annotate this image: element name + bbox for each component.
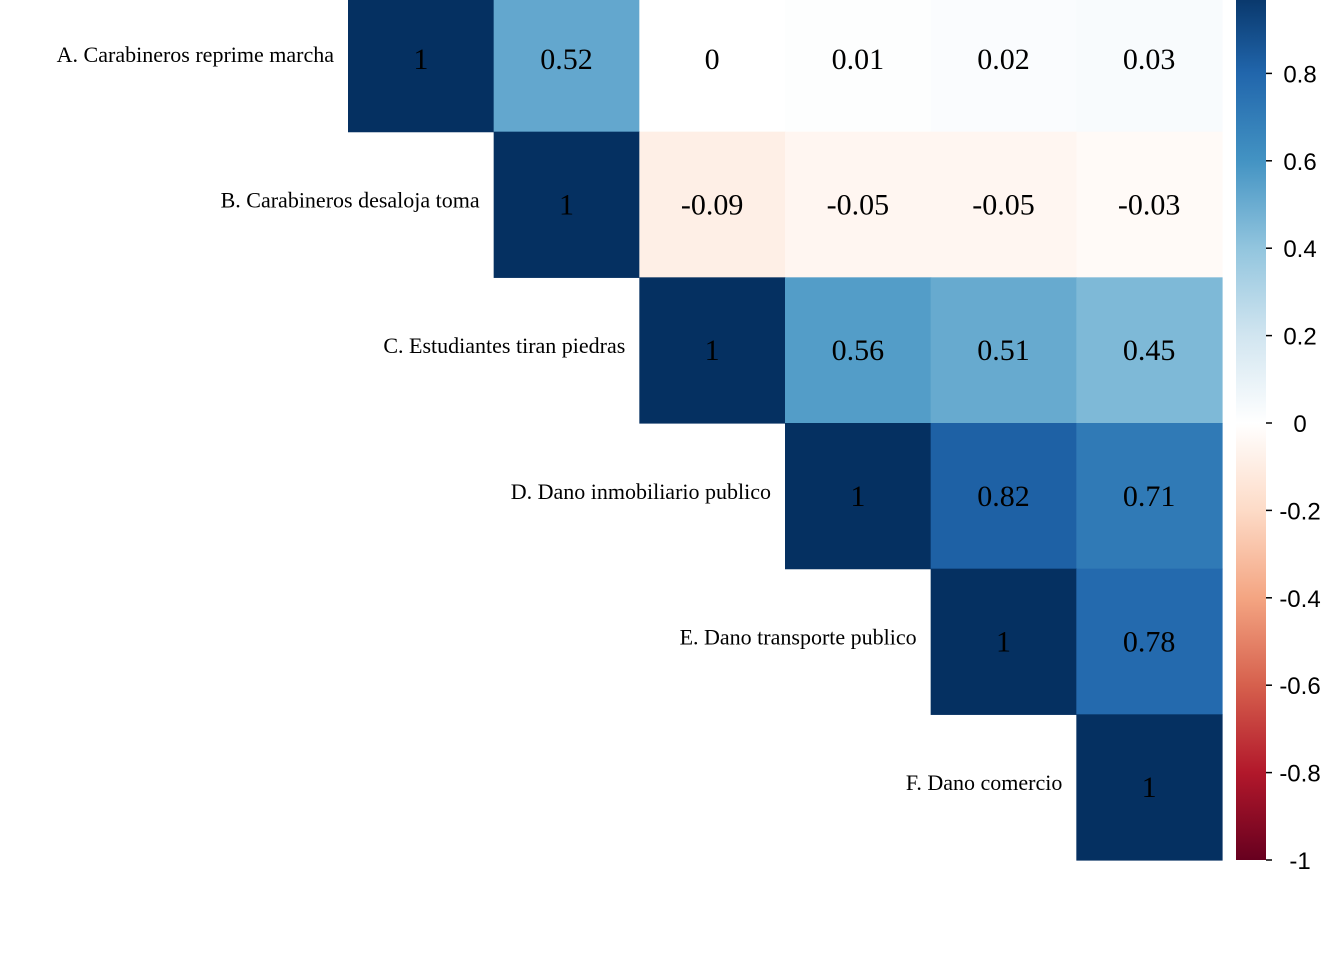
heatmap-cell-r2-c4 (930, 277, 1077, 424)
cell-value-r5-c5: 1 (1142, 771, 1157, 804)
cell-value-r0-c4: 0.02 (977, 43, 1030, 76)
cell-value-r1-c2: -0.09 (681, 189, 744, 222)
cell-value-r4-c5: 0.78 (1123, 626, 1176, 659)
heatmap-cell-r0-c1 (493, 0, 640, 133)
heatmap-cell-r3-c3 (785, 423, 932, 570)
cell-value-r1-c3: -0.05 (827, 189, 890, 222)
cell-value-r0-c5: 0.03 (1123, 43, 1176, 76)
cell-value-r0-c0: 1 (413, 43, 428, 76)
cell-value-r3-c5: 0.71 (1123, 480, 1176, 513)
heatmap-cell-r2-c2 (639, 277, 786, 424)
heatmap-cell-r0-c4 (930, 0, 1077, 133)
colorbar-tick-label-4: 0 (1293, 411, 1306, 438)
cell-value-r3-c3: 1 (850, 480, 865, 513)
cell-value-r2-c5: 0.45 (1123, 334, 1176, 367)
heatmap-cells: 1 0.52 0 0.01 0.02 0.03 1 -0.09 -0.05 -0.05 -0.03 1… (348, 0, 1223, 861)
colorbar-tick-label-0: 0.8 (1283, 61, 1316, 88)
heatmap-cell-r1-c2 (639, 131, 786, 278)
heatmap-cell-r1-c1 (493, 131, 640, 278)
colorbar-gradient (1236, 0, 1266, 860)
heatmap-cell-r0-c2 (639, 0, 786, 133)
cell-value-r1-c4: -0.05 (972, 189, 1035, 222)
row-label-0: A. Carabineros reprime marcha (57, 42, 335, 67)
cell-value-r4-c4: 1 (996, 626, 1011, 659)
colorbar-tick-label-3: 0.2 (1283, 324, 1316, 351)
heatmap-cell-r0-c5 (1076, 0, 1223, 133)
cell-value-r0-c1: 0.52 (540, 43, 593, 76)
heatmap-cell-r4-c5 (1076, 568, 1223, 715)
colorbar-tick-label-8: -0.8 (1279, 761, 1320, 788)
heatmap-cell-r2-c3 (785, 277, 932, 424)
cell-value-r0-c2: 0 (705, 43, 720, 76)
colorbar-tick-label-7: -0.6 (1279, 673, 1320, 700)
heatmap-cell-r1-c5 (1076, 131, 1223, 278)
cell-value-r2-c4: 0.51 (977, 334, 1030, 367)
colorbar-tick-label-9: -1 (1289, 848, 1310, 875)
cell-value-r3-c4: 0.82 (977, 480, 1030, 513)
heatmap-cell-r3-c5 (1076, 423, 1223, 570)
row-label-2: C. Estudiantes tiran piedras (383, 333, 625, 358)
row-label-3: D. Dano inmobiliario publico (511, 479, 771, 504)
cell-value-r2-c3: 0.56 (832, 334, 885, 367)
heatmap-cell-r1-c4 (930, 131, 1077, 278)
colorbar-tick-label-2: 0.4 (1283, 236, 1316, 263)
colorbar-tick-label-1: 0.6 (1283, 149, 1316, 176)
row-label-5: F. Dano comercio (906, 770, 1062, 795)
colorbar: 0.8 0.6 0.4 0.2 0 -0.2 -0.4 -0.6 -0.8 -1 (1236, 0, 1321, 875)
cell-value-r0-c3: 0.01 (832, 43, 885, 76)
row-labels: A. Carabineros reprime marcha B. Carabine… (57, 42, 1063, 795)
heatmap-cell-r5-c5 (1076, 714, 1223, 861)
cell-value-r1-c5: -0.03 (1118, 189, 1181, 222)
cell-value-r1-c1: 1 (559, 189, 574, 222)
row-label-4: E. Dano transporte publico (680, 625, 917, 650)
cell-value-r2-c2: 1 (705, 334, 720, 367)
colorbar-tick-label-6: -0.4 (1279, 586, 1320, 613)
heatmap-cell-r1-c3 (785, 131, 932, 278)
heatmap-cell-r2-c5 (1076, 277, 1223, 424)
heatmap-cell-r4-c4 (930, 568, 1077, 715)
heatmap-cell-r0-c3 (785, 0, 932, 133)
heatmap-cell-r3-c4 (930, 423, 1077, 570)
row-label-1: B. Carabineros desaloja toma (221, 188, 480, 213)
colorbar-tick-label-5: -0.2 (1279, 498, 1320, 525)
heatmap-cell-r0-c0 (348, 0, 495, 133)
